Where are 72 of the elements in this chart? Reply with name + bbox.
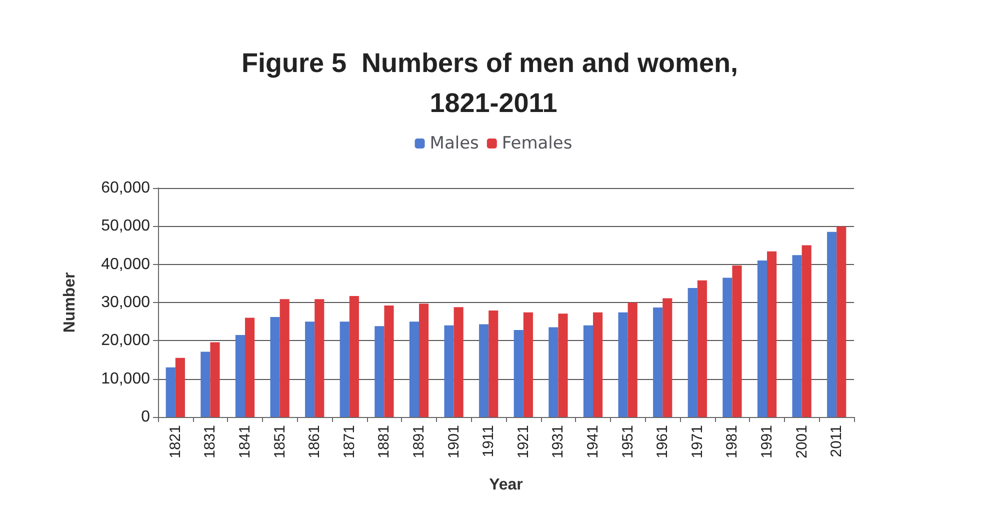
x-tick-label: 1881 bbox=[376, 425, 393, 458]
bar bbox=[523, 312, 533, 417]
y-tick-label: 60,000 bbox=[101, 180, 150, 196]
bar bbox=[200, 352, 210, 417]
x-tick-label: 1981 bbox=[724, 425, 741, 458]
bar bbox=[583, 325, 593, 417]
x-tick-label: 1841 bbox=[236, 425, 254, 458]
x-tick-label: 1951 bbox=[619, 425, 636, 458]
x-axis-title: Year bbox=[489, 476, 523, 494]
y-tick-label: 40,000 bbox=[101, 256, 150, 273]
bar bbox=[697, 280, 707, 417]
x-tick-label: 1991 bbox=[758, 425, 776, 458]
x-tick-label: 1961 bbox=[654, 425, 672, 458]
bar bbox=[166, 367, 176, 417]
bar bbox=[662, 298, 672, 417]
x-tick-label: 1941 bbox=[584, 425, 602, 458]
legend-label: Males bbox=[430, 134, 480, 154]
bar bbox=[722, 278, 732, 417]
bar bbox=[384, 306, 394, 417]
bar bbox=[235, 334, 245, 417]
bar bbox=[836, 226, 846, 417]
bar bbox=[558, 314, 568, 417]
bar bbox=[653, 307, 663, 417]
bar bbox=[514, 330, 524, 417]
y-tick-label: 0 bbox=[141, 408, 150, 426]
y-tick-label: 20,000 bbox=[101, 332, 150, 350]
x-tick-label: 1971 bbox=[688, 425, 706, 458]
bar bbox=[175, 358, 185, 417]
x-tick-label: 1821 bbox=[166, 425, 184, 458]
bar bbox=[548, 327, 558, 417]
x-tick-label: 1901 bbox=[445, 425, 462, 458]
x-tick-label: 2011 bbox=[828, 425, 846, 458]
bar bbox=[454, 307, 464, 417]
bar bbox=[305, 322, 315, 417]
legend-label: Females bbox=[502, 134, 572, 154]
bar bbox=[270, 317, 280, 417]
bar bbox=[488, 310, 498, 417]
bar bbox=[210, 342, 220, 417]
bar bbox=[479, 324, 489, 417]
x-tick-label: 2001 bbox=[793, 425, 810, 458]
bar bbox=[340, 322, 350, 417]
bar bbox=[314, 299, 324, 417]
bar bbox=[802, 245, 812, 417]
bar bbox=[628, 302, 638, 417]
bar bbox=[349, 296, 359, 417]
bar bbox=[245, 318, 255, 417]
bar bbox=[280, 299, 290, 417]
x-tick-label: 1861 bbox=[306, 425, 324, 458]
x-tick-label: 1831 bbox=[202, 425, 219, 458]
y-tick-label: 10,000 bbox=[101, 370, 150, 388]
bar bbox=[419, 304, 429, 417]
bar bbox=[618, 312, 628, 417]
y-tick-label: 30,000 bbox=[101, 294, 150, 311]
bar bbox=[732, 265, 742, 417]
bar bbox=[792, 255, 802, 417]
x-tick-label: 1921 bbox=[514, 425, 532, 458]
bar bbox=[767, 251, 777, 417]
x-tick-label: 1851 bbox=[271, 425, 288, 458]
bar bbox=[409, 322, 419, 417]
bar bbox=[827, 232, 837, 417]
y-axis-title: Number bbox=[62, 272, 78, 333]
x-tick-label: 1891 bbox=[410, 425, 428, 458]
chart-title: Figure 5 Numbers of men and women, 1821-2011 bbox=[241, 48, 746, 118]
x-tick-label: 1931 bbox=[550, 425, 567, 458]
y-tick-label: 50,000 bbox=[101, 218, 150, 235]
bar bbox=[444, 325, 454, 417]
bar bbox=[374, 326, 384, 417]
bar bbox=[593, 312, 603, 417]
bar bbox=[757, 260, 767, 417]
x-tick-label: 1911 bbox=[480, 425, 498, 458]
bar bbox=[688, 288, 698, 417]
x-tick-label: 1871 bbox=[340, 425, 358, 458]
